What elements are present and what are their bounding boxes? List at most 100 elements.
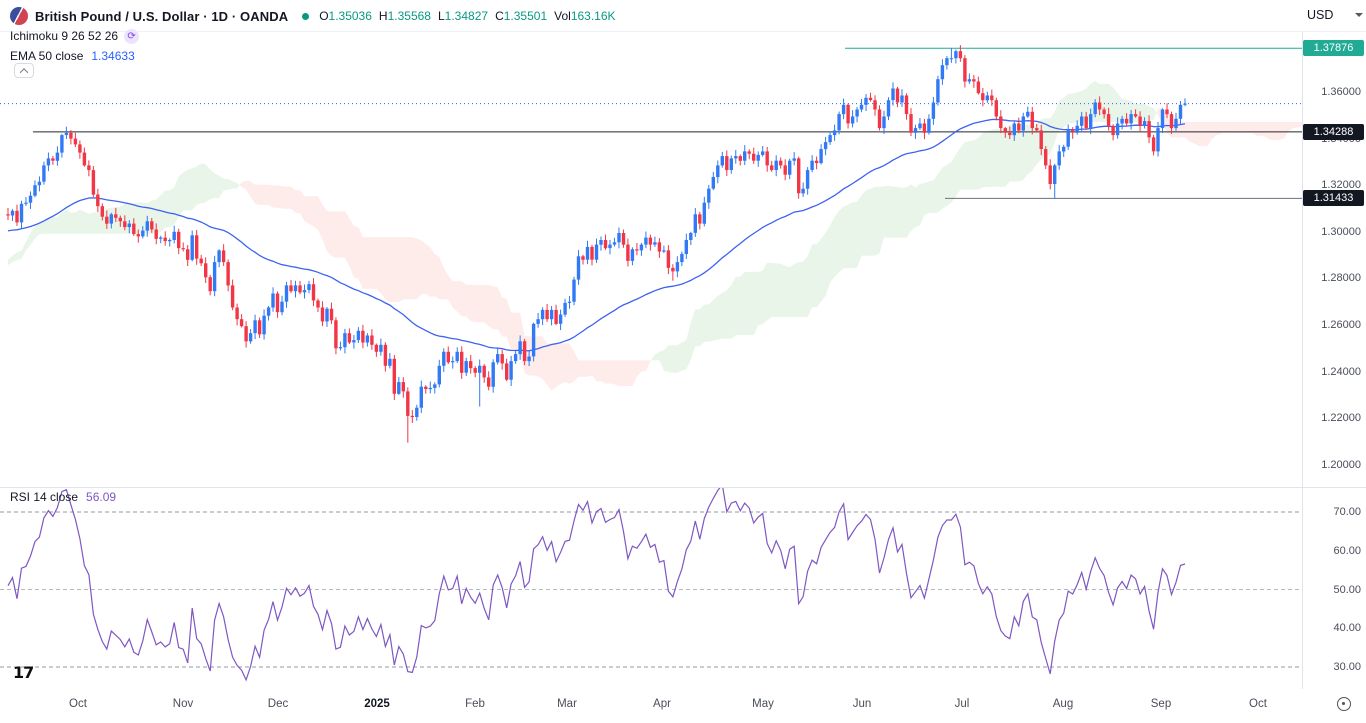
candle-body — [1133, 114, 1138, 117]
tradingview-logo[interactable]: 17 — [13, 663, 34, 682]
candle-body — [168, 240, 172, 242]
symbol-title[interactable]: British Pound / U.S. Dollar · 1D · OANDA — [35, 8, 289, 24]
candle-body — [963, 58, 967, 82]
candle-body — [864, 97, 868, 105]
month-label-2025: 2025 — [364, 698, 390, 710]
ichimoku-row[interactable]: Ichimoku 9 26 52 26 ⟳ — [10, 27, 623, 45]
candle-body — [325, 308, 329, 322]
candles[interactable] — [6, 45, 1187, 443]
candle-body — [316, 300, 320, 308]
candle-body — [657, 242, 662, 252]
candle-body — [410, 415, 414, 418]
currency-selector[interactable]: USD — [1307, 8, 1364, 22]
price-pane[interactable] — [0, 0, 1366, 487]
symbol-row[interactable]: British Pound / U.S. Dollar · 1D · OANDA… — [10, 7, 623, 25]
candle-body — [392, 358, 396, 394]
candle-body — [204, 263, 208, 278]
candle-body — [19, 203, 24, 223]
candle-body — [257, 320, 262, 335]
candle-body — [266, 307, 271, 316]
ema-value: 1.34633 — [91, 49, 135, 63]
candle-body — [698, 214, 702, 224]
candle-body — [1129, 114, 1133, 124]
timezone-clock-icon[interactable] — [1337, 697, 1351, 711]
candle-body — [1062, 146, 1066, 152]
candle-body — [73, 138, 78, 145]
candle-body — [567, 301, 572, 303]
candle-body — [936, 79, 940, 103]
candle-body — [931, 102, 936, 119]
candle-body — [522, 341, 527, 362]
candle-body — [275, 293, 280, 313]
candle-body — [779, 160, 783, 166]
price-tick-1.24000: 1.24000 — [1321, 365, 1361, 378]
candle-body — [904, 95, 909, 115]
candle-body — [734, 156, 738, 159]
candle-body — [460, 351, 464, 373]
price-badge-1.31433: 1.31433 — [1303, 190, 1364, 207]
month-label-Sep: Sep — [1150, 698, 1172, 710]
candle-body — [1044, 149, 1048, 166]
ema-label[interactable]: EMA 50 close — [10, 49, 84, 63]
candle-body — [42, 165, 46, 182]
candle-body — [401, 382, 405, 392]
candle-body — [352, 340, 356, 343]
candle-body — [855, 109, 859, 117]
candle-body — [1048, 165, 1052, 184]
candle-body — [743, 151, 747, 161]
rsi-label[interactable]: RSI 14 close — [10, 490, 79, 504]
candle-body — [284, 285, 289, 302]
candle-body — [1057, 151, 1061, 166]
ohlc-vol: Vol163.16K — [554, 9, 616, 23]
candle-body — [1012, 123, 1016, 136]
candle-body — [78, 144, 82, 153]
candle-body — [181, 248, 185, 250]
rsi-line[interactable] — [7, 487, 1186, 682]
rsi-tick-50.00: 50.00 — [1333, 583, 1361, 596]
candle-body — [958, 51, 963, 59]
pane-divider — [0, 487, 1366, 488]
candle-body — [289, 285, 293, 292]
candle-body — [531, 323, 536, 357]
candle-body — [994, 100, 998, 117]
candle-body — [415, 407, 419, 417]
candle-body — [877, 109, 882, 129]
candle-body — [945, 58, 949, 66]
candle-body — [810, 160, 814, 170]
currency-label[interactable]: USD — [1307, 8, 1334, 22]
candle-body — [1053, 165, 1057, 184]
candle-body — [217, 250, 221, 263]
rsi-tick-70.00: 70.00 — [1333, 506, 1361, 518]
time-axis[interactable]: Oct Nov Dec 2025 Feb Mar Apr May Jun Jul Aug Sep Oct — [0, 689, 1366, 723]
collapse-legend-button[interactable] — [14, 63, 34, 78]
candle-body — [828, 135, 832, 143]
candle-body — [621, 233, 626, 245]
candle-body — [433, 384, 437, 388]
candle-body — [1165, 109, 1169, 115]
candle-body — [500, 354, 504, 364]
rsi-legend[interactable]: RSI 14 close 56.09 — [10, 490, 116, 504]
candle-body — [199, 258, 203, 264]
candle-body — [720, 156, 724, 166]
candle-body — [873, 100, 877, 110]
candle-body — [87, 165, 91, 171]
candle-body — [46, 158, 51, 166]
month-label-Feb: Feb — [465, 698, 485, 710]
candle-body — [801, 188, 805, 194]
ichimoku-label[interactable]: Ichimoku 9 26 52 26 — [10, 29, 119, 43]
candle-body — [1021, 116, 1025, 131]
candle-body — [630, 249, 635, 261]
candle-body — [6, 214, 10, 216]
ema50-line[interactable] — [7, 118, 1186, 352]
candle-body — [105, 216, 109, 224]
rsi-pane[interactable] — [0, 487, 1366, 689]
candle-body — [37, 181, 42, 186]
rsi-value: 56.09 — [86, 490, 117, 504]
candle-body — [513, 354, 518, 362]
candle-body — [954, 51, 958, 59]
candle-body — [338, 347, 343, 349]
ema-row[interactable]: EMA 50 close 1.34633 — [10, 47, 623, 65]
candle-body — [585, 246, 590, 260]
month-label-May: May — [752, 698, 774, 710]
candle-body — [788, 160, 792, 175]
